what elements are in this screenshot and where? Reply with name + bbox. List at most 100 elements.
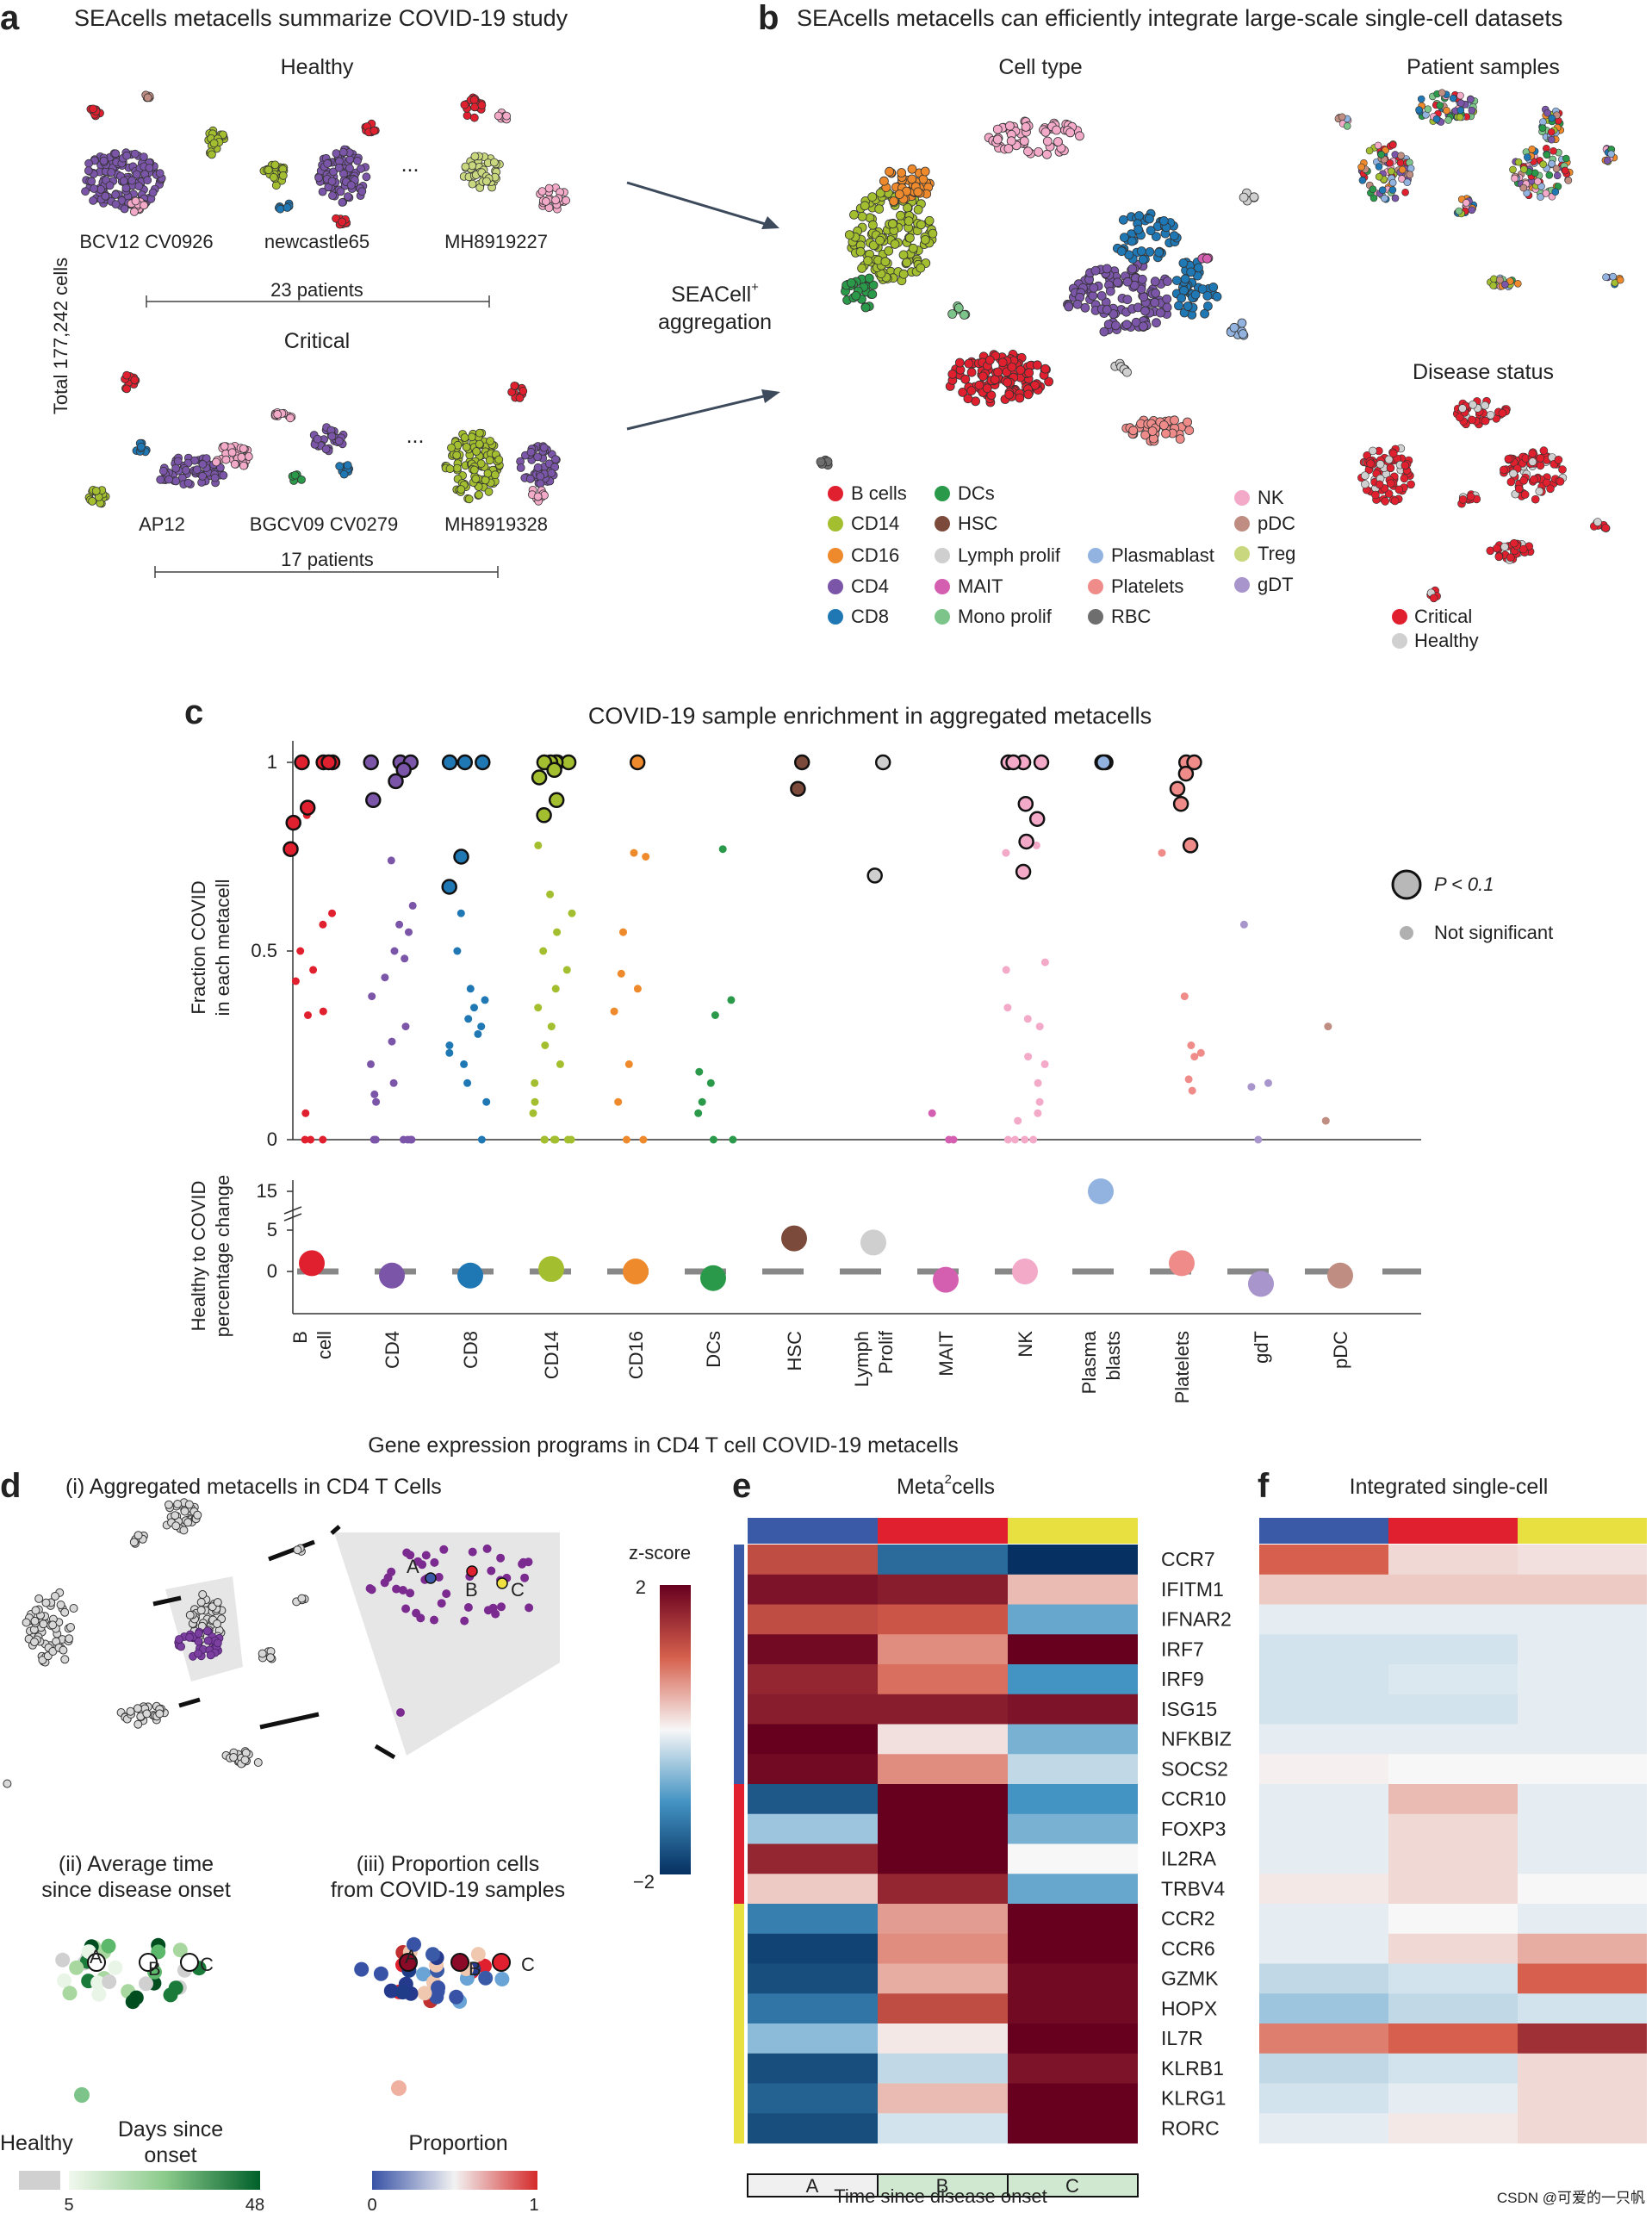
onset-point — [101, 1938, 116, 1954]
marker-b — [450, 1953, 469, 1972]
umap-point — [1394, 485, 1404, 494]
sig-point — [1015, 863, 1032, 880]
umap-point — [894, 190, 904, 199]
umap-point — [119, 177, 128, 186]
umap-point — [1162, 294, 1172, 304]
umap-point — [844, 230, 854, 240]
heatmap-cell — [878, 1664, 1008, 1695]
heatmap-cell — [878, 1813, 1008, 1844]
nonsig-point — [1003, 1004, 1012, 1012]
healthy-sample-2: newcastle65 — [264, 231, 370, 252]
umap-point — [1382, 146, 1389, 154]
umap-point — [1361, 471, 1369, 481]
umap-point — [239, 461, 248, 470]
zoom-point — [401, 1604, 411, 1613]
nonsig-point — [1002, 966, 1010, 974]
heatmap-cell — [1008, 1604, 1138, 1635]
gene-label: IFNAR2 — [1161, 1608, 1232, 1631]
umap-point — [338, 147, 348, 157]
metacell-point — [179, 1526, 189, 1535]
heatmap-cell — [1008, 1545, 1138, 1576]
sig-point — [283, 841, 299, 857]
cd4-metacell — [175, 1635, 183, 1644]
heatmap-cell — [878, 1754, 1008, 1785]
umap-point — [542, 196, 550, 206]
umap-point — [1365, 146, 1374, 155]
days-label-1: Days since — [118, 2117, 223, 2142]
umap-point — [510, 381, 519, 390]
umap-point — [181, 466, 190, 475]
zoom-point — [430, 1615, 438, 1625]
gene-group-bar — [734, 1634, 744, 1665]
metacell-point — [171, 1521, 181, 1531]
metacell-point — [31, 1606, 40, 1615]
nonsig-point — [387, 856, 395, 865]
nonsig-point — [531, 1097, 539, 1106]
umap-point — [89, 104, 97, 114]
critical-umaps — [84, 370, 561, 508]
umap-point — [1377, 151, 1385, 159]
change-marker — [457, 1262, 483, 1289]
nonsig-point — [928, 1109, 936, 1117]
healthy-swatch — [19, 2171, 60, 2190]
gene-label: IRF7 — [1161, 1638, 1204, 1660]
prop-point-b: B — [469, 1958, 481, 1980]
umap-point — [220, 442, 229, 451]
celltype-umap — [816, 116, 1259, 470]
umap-point — [470, 152, 480, 161]
cd4-metacell — [185, 1633, 195, 1642]
heatmap-cell — [1388, 2083, 1518, 2114]
nonsig-point — [1190, 1053, 1199, 1061]
umap-point — [158, 466, 168, 476]
umap-point — [1090, 265, 1101, 276]
heatmap-cell — [1518, 2083, 1647, 2114]
umap-point — [1003, 144, 1014, 153]
umap-point — [966, 386, 977, 396]
umap-point — [209, 139, 219, 148]
bottom-ylabel-line1: Healthy to COVID — [188, 1181, 209, 1332]
zoom-point — [434, 1572, 444, 1582]
heatmap-cell — [1008, 1904, 1138, 1935]
umap-point — [868, 280, 879, 290]
umap-point — [1486, 411, 1495, 420]
sig-point — [629, 754, 646, 771]
cd4-metacell — [177, 1642, 186, 1651]
cd4-metacell — [194, 1649, 202, 1658]
heatmap-cell — [1388, 1604, 1518, 1635]
umap-point — [863, 256, 873, 266]
legend-marker — [1392, 609, 1407, 625]
heatmap-cell — [748, 2053, 878, 2084]
panel-f-label: f — [1258, 1467, 1270, 1505]
onset-point — [91, 1986, 107, 2002]
proportion-point — [391, 2080, 407, 2096]
heatmap-cell — [1388, 2023, 1518, 2054]
umap-point — [469, 113, 479, 122]
umap-point — [954, 357, 965, 368]
prop-min: 0 — [367, 2196, 376, 2213]
legend-marker — [935, 609, 950, 625]
umap-point — [1175, 434, 1185, 444]
umap-point — [1528, 146, 1536, 153]
legend-label: Mono prolif — [958, 606, 1053, 627]
umap-point — [1007, 362, 1017, 372]
panel-def-title: Gene expression programs in CD4 T cell C… — [368, 1433, 958, 1458]
heatmap-cell — [1518, 1933, 1647, 1964]
umap-point — [346, 181, 356, 190]
metacell-point — [134, 1531, 143, 1540]
umap-point — [460, 100, 469, 109]
umap-point — [816, 457, 826, 467]
umap-point — [1523, 189, 1531, 197]
umap-point — [1024, 368, 1034, 378]
sig-point — [874, 754, 891, 771]
nonsig-point — [619, 928, 627, 936]
umap-point — [1371, 490, 1380, 500]
umap-point — [1388, 186, 1397, 194]
heatmap-cell — [1388, 1874, 1518, 1905]
umap-point — [321, 444, 331, 454]
umap-point — [456, 485, 466, 494]
umap-point — [1561, 166, 1569, 175]
healthy-swatch-label: Healthy — [0, 2131, 73, 2155]
metacell-point — [129, 1538, 139, 1547]
metacell-point — [180, 1507, 189, 1516]
heatmap-cell — [1008, 1664, 1138, 1695]
